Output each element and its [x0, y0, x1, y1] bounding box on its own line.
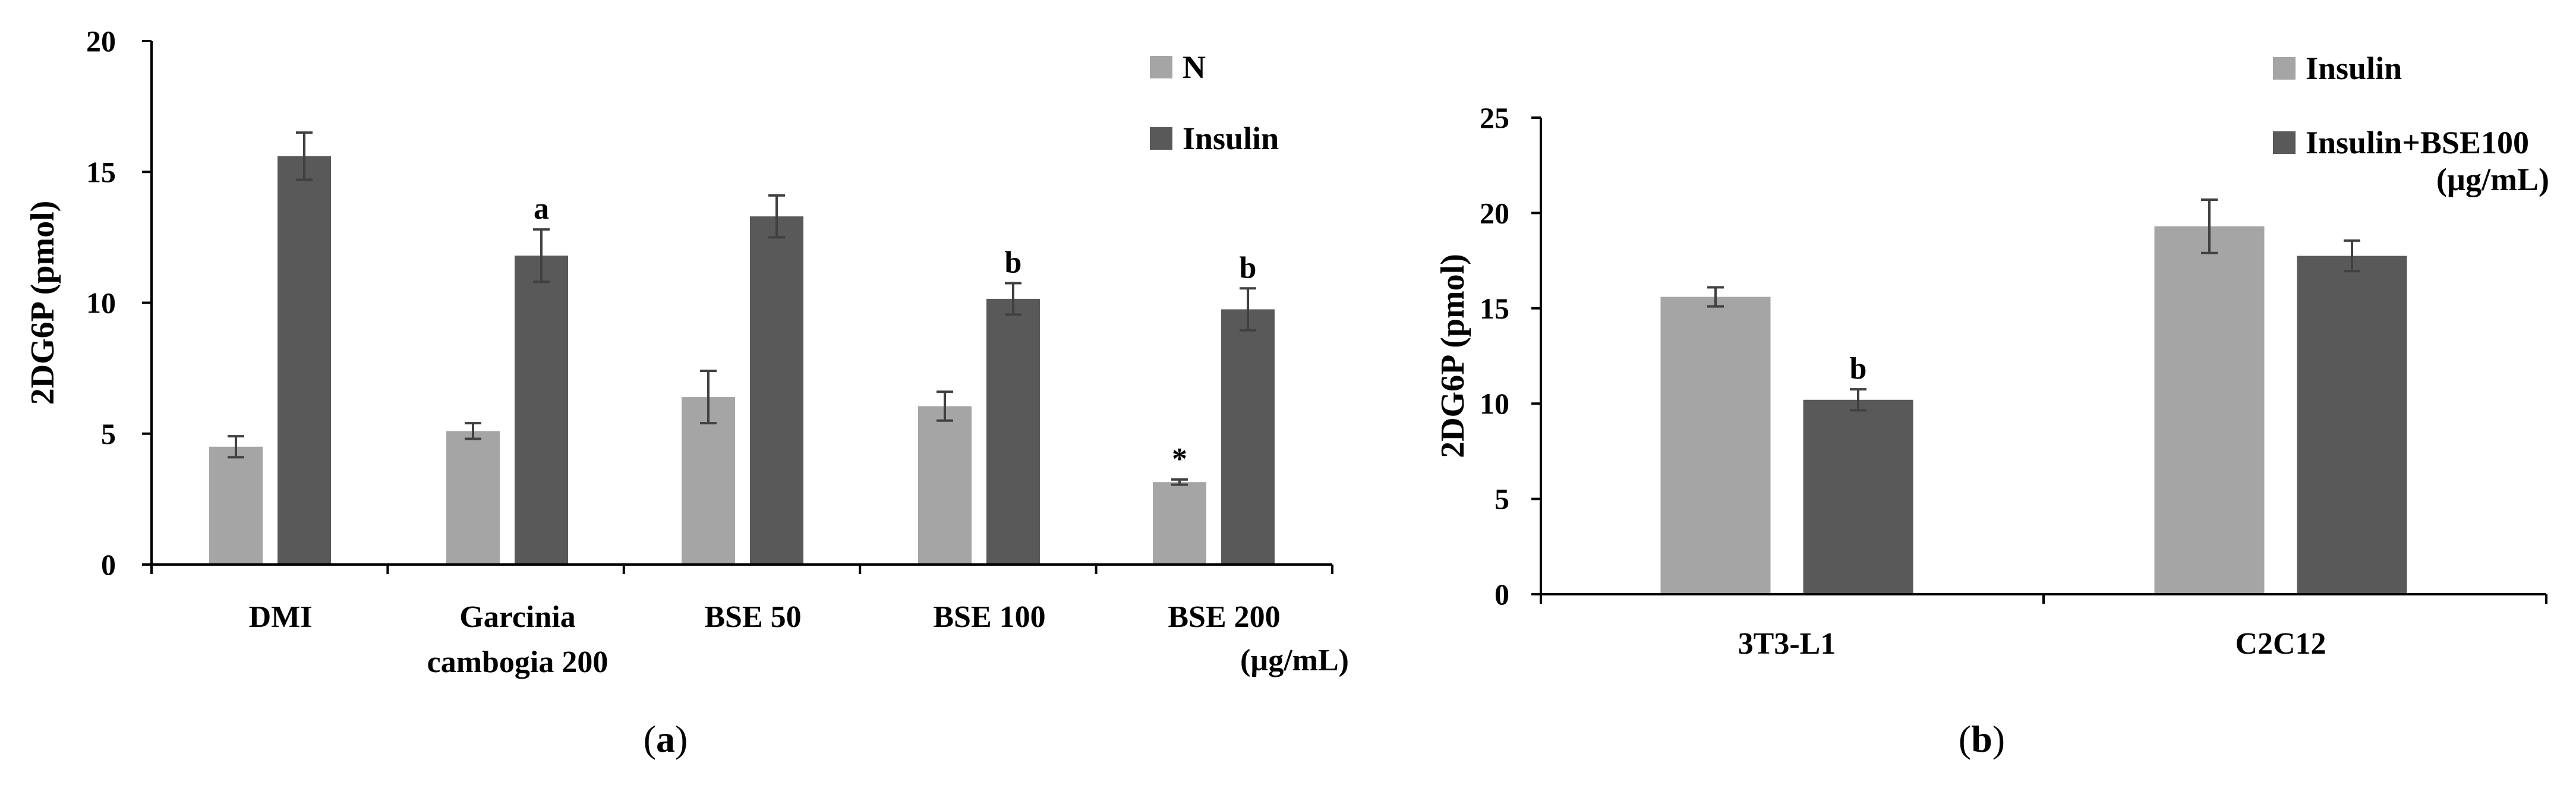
legend-swatch	[1150, 127, 1172, 150]
significance-label: b	[1005, 245, 1022, 279]
legend-swatch	[2273, 57, 2296, 80]
x-tick-label: cambogia 200	[427, 645, 608, 679]
bar	[1153, 482, 1206, 565]
legend-swatch	[2273, 131, 2296, 154]
x-tick-label: BSE 100	[933, 600, 1045, 634]
bar	[209, 446, 263, 565]
legend-label: Insulin+BSE100	[2306, 125, 2529, 160]
bar	[682, 397, 735, 565]
y-tick-label: 5	[1494, 483, 1509, 516]
significance-label: a	[534, 192, 549, 226]
bar	[918, 406, 972, 565]
bar	[278, 156, 331, 565]
x-tick-label: 3T3-L1	[1738, 627, 1836, 661]
y-tick-label: 0	[101, 548, 116, 581]
y-tick-label: 15	[86, 155, 116, 188]
legend-swatch	[1150, 56, 1172, 78]
y-tick-label: 20	[86, 24, 116, 58]
unit-note: (µg/mL)	[1240, 644, 1349, 677]
significance-label: b	[1850, 352, 1867, 386]
bar	[750, 216, 803, 565]
bar	[986, 298, 1040, 565]
chart-panel-b: b 0 5 10 15 20 25 3T3-L1 C2C12 2DG6P (pmol) Insuli…	[1434, 51, 2549, 760]
x-tick-label: DMI	[249, 600, 313, 634]
bar	[446, 431, 500, 565]
significance-label: b	[1240, 251, 1257, 285]
x-tick-label: BSE 200	[1168, 600, 1280, 634]
bar	[1803, 399, 1913, 594]
y-tick-label: 15	[1480, 292, 1509, 325]
bar	[515, 256, 568, 565]
y-tick-label: 0	[1494, 578, 1509, 611]
x-tick-label: BSE 50	[704, 600, 801, 634]
legend-label: N	[1183, 49, 1206, 85]
panel-label: (b)	[1959, 718, 2005, 760]
chart-panel-a: * a b b 0 5 10 15 20 DMI Garcinia cambogia 200 BSE 5…	[24, 24, 1349, 760]
x-tick-label: Garcinia	[459, 600, 575, 634]
y-tick-label: 10	[1480, 387, 1509, 420]
y-tick-label: 5	[101, 417, 116, 450]
y-tick-label: 20	[1480, 196, 1509, 229]
y-tick-label: 25	[1480, 101, 1509, 134]
legend-label: Insulin	[2306, 51, 2402, 86]
legend-label-unit: (µg/mL)	[2436, 162, 2549, 197]
y-tick-label: 10	[86, 286, 116, 320]
y-axis-title: 2DG6P (pmol)	[1434, 254, 1471, 458]
legend-label: Insulin	[1183, 121, 1279, 156]
y-axis-title: 2DG6P (pmol)	[24, 201, 61, 405]
panel-label: (a)	[644, 718, 688, 760]
bar	[2154, 226, 2265, 595]
bar	[1660, 297, 1771, 594]
x-tick-label: C2C12	[2235, 627, 2326, 661]
bar	[2297, 256, 2407, 595]
significance-label: *	[1172, 442, 1187, 476]
bar	[1221, 309, 1275, 565]
